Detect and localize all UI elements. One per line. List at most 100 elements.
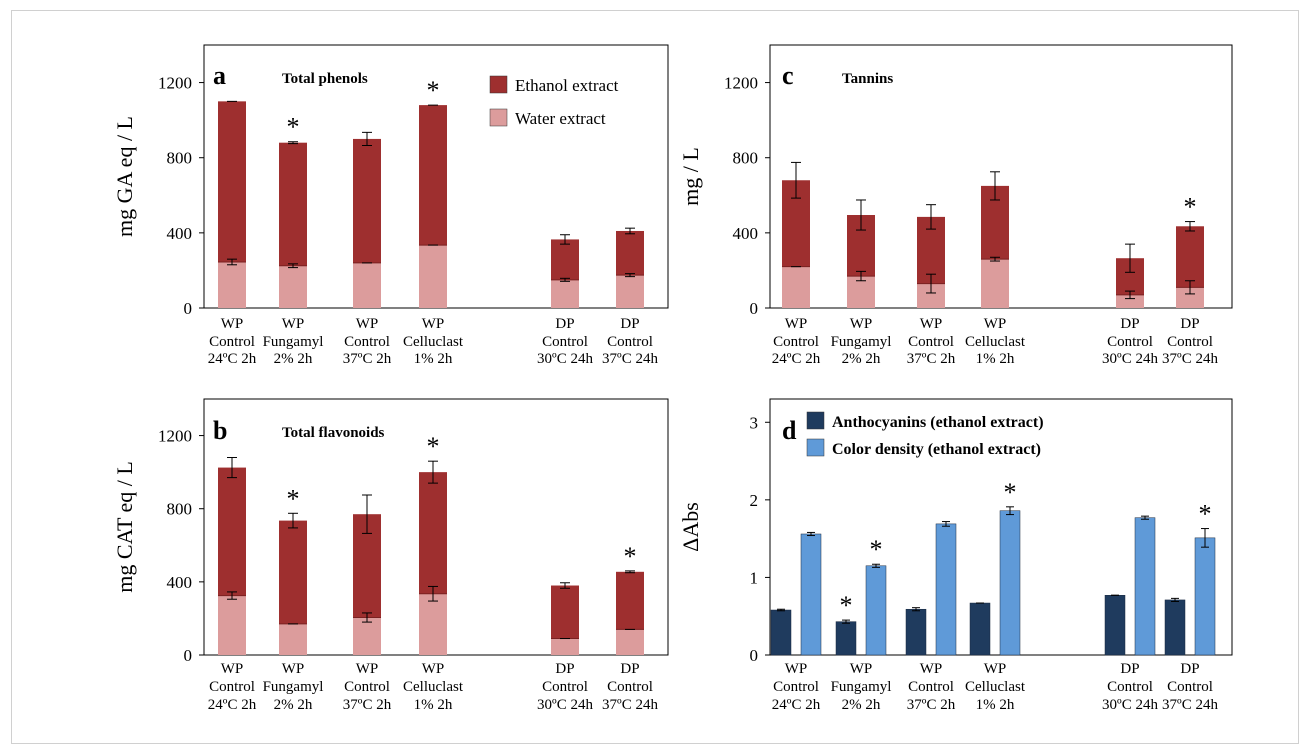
- legend-swatch: [489, 108, 508, 127]
- x-tick-label: 24ºC 2h: [772, 351, 821, 367]
- x-tick-label: Control: [908, 679, 954, 695]
- bar-ethanol-extract: [551, 239, 579, 280]
- x-tick-label: WP: [221, 316, 244, 332]
- bar-water-extract: [551, 279, 579, 308]
- y-tick-label: 1200: [158, 427, 192, 446]
- y-tick-label: 400: [167, 224, 193, 243]
- x-tick-label: DP: [620, 316, 639, 332]
- x-tick-label: WP: [850, 316, 873, 332]
- significance-asterisk: *: [840, 591, 853, 620]
- bar-ethanol-extract: [616, 571, 644, 630]
- x-tick-label: 37ºC 24h: [602, 351, 658, 367]
- significance-asterisk: *: [287, 484, 300, 513]
- legend-label: Anthocyanins (ethanol extract): [832, 414, 1044, 431]
- x-tick-label: 37ºC 2h: [907, 697, 956, 713]
- bar-ethanol-extract: [616, 230, 644, 276]
- x-tick-label: WP: [785, 661, 808, 677]
- bar-color-density: [999, 510, 1021, 656]
- bar-ethanol-extract: [218, 467, 246, 596]
- panel-title: Tannins: [842, 71, 893, 87]
- bar-anthocyanins: [770, 609, 792, 656]
- bar-water-extract: [419, 593, 447, 655]
- y-tick-label: 0: [184, 646, 193, 665]
- x-tick-label: Control: [1167, 334, 1213, 350]
- y-tick-label: 0: [750, 646, 759, 665]
- bar-water-extract: [981, 259, 1009, 308]
- x-tick-label: Control: [1107, 679, 1153, 695]
- bar-water-extract: [279, 265, 307, 308]
- bar-anthocyanins: [1164, 599, 1186, 656]
- x-tick-label: WP: [282, 661, 305, 677]
- bar-water-extract: [419, 245, 447, 308]
- x-tick-label: Control: [344, 334, 390, 350]
- x-tick-label: WP: [422, 661, 445, 677]
- x-tick-label: WP: [356, 661, 379, 677]
- bar-ethanol-extract: [353, 138, 381, 263]
- x-tick-label: 2% 2h: [274, 697, 313, 713]
- x-tick-label: Control: [1167, 679, 1213, 695]
- bar-water-extract: [279, 623, 307, 655]
- bar-color-density: [800, 533, 822, 656]
- x-tick-label: 30ºC 24h: [1102, 697, 1158, 713]
- x-tick-label: 1% 2h: [976, 351, 1015, 367]
- bar-water-extract: [218, 261, 246, 308]
- significance-asterisk: *: [870, 535, 883, 564]
- x-tick-label: 37ºC 2h: [907, 351, 956, 367]
- y-tick-label: 800: [167, 500, 193, 519]
- x-tick-label: DP: [620, 661, 639, 677]
- bar-ethanol-extract: [218, 101, 246, 262]
- x-tick-label: WP: [785, 316, 808, 332]
- x-tick-label: Control: [209, 679, 255, 695]
- x-tick-label: 24ºC 2h: [208, 697, 257, 713]
- x-tick-label: WP: [282, 316, 305, 332]
- x-tick-label: 37ºC 24h: [1162, 351, 1218, 367]
- panel-letter: c: [782, 61, 794, 90]
- bar-water-extract: [551, 638, 579, 655]
- bar-water-extract: [1176, 287, 1204, 308]
- y-tick-label: 2: [750, 491, 759, 510]
- x-tick-label: DP: [1120, 661, 1139, 677]
- chart-panel-b: 0 400 800 1200 mg CAT eq / L WP Control 24ºC 2h…: [112, 398, 669, 713]
- y-axis-label: mg / L: [678, 147, 703, 206]
- x-tick-label: Control: [908, 334, 954, 350]
- x-tick-label: DP: [1180, 661, 1199, 677]
- x-tick-label: Celluclast: [965, 679, 1026, 695]
- y-axis-label: ΔAbs: [678, 502, 703, 552]
- bar-anthocyanins: [1104, 595, 1126, 656]
- x-tick-label: WP: [920, 316, 943, 332]
- x-tick-label: Control: [542, 679, 588, 695]
- x-tick-label: 24ºC 2h: [772, 697, 821, 713]
- bar-color-density: [935, 523, 957, 656]
- x-tick-label: Celluclast: [403, 679, 464, 695]
- bar-ethanol-extract: [279, 142, 307, 266]
- x-tick-label: Control: [542, 334, 588, 350]
- significance-asterisk: *: [427, 432, 440, 461]
- bar-water-extract: [847, 276, 875, 308]
- bar-anthocyanins: [905, 608, 927, 656]
- significance-asterisk: *: [1004, 478, 1017, 507]
- x-tick-label: DP: [1120, 316, 1139, 332]
- x-tick-label: Control: [607, 334, 653, 350]
- x-tick-label: WP: [422, 316, 445, 332]
- bar-anthocyanins: [969, 602, 991, 656]
- x-tick-label: Fungamyl: [263, 334, 324, 350]
- legend-swatch: [806, 438, 825, 457]
- x-tick-label: Control: [344, 679, 390, 695]
- x-tick-label: Fungamyl: [831, 679, 892, 695]
- x-tick-label: 37ºC 2h: [343, 351, 392, 367]
- y-axis-label: mg GA eq / L: [112, 116, 137, 237]
- x-tick-label: WP: [984, 661, 1007, 677]
- y-axis-label: mg CAT eq / L: [112, 461, 137, 593]
- panel-letter: b: [213, 416, 227, 445]
- x-tick-label: Control: [773, 334, 819, 350]
- x-tick-label: Fungamyl: [263, 679, 324, 695]
- bar-water-extract: [782, 266, 810, 308]
- y-tick-label: 1: [750, 568, 759, 587]
- bar-ethanol-extract: [551, 585, 579, 639]
- bar-water-extract: [616, 629, 644, 655]
- significance-asterisk: *: [624, 542, 637, 571]
- bar-water-extract: [616, 275, 644, 308]
